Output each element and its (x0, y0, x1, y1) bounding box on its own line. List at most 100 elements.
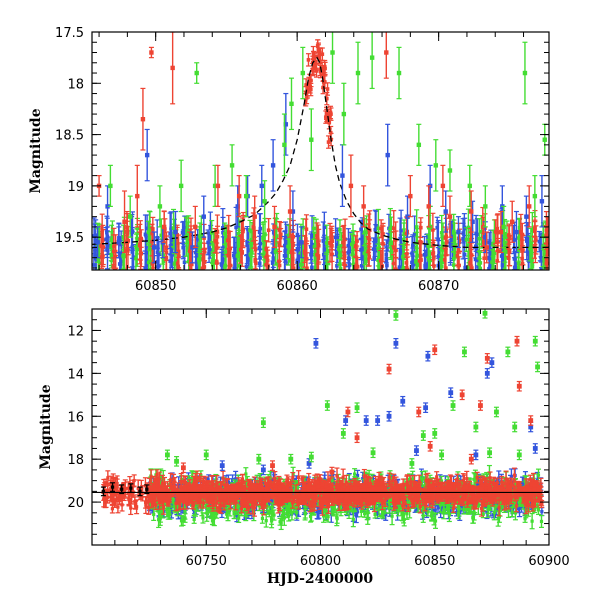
series-point (95, 240, 100, 245)
base-band-point (208, 248, 213, 252)
base-band-point (113, 268, 118, 270)
base-band-point (125, 229, 129, 233)
base-band-point (539, 243, 543, 248)
peak-band-point (306, 58, 311, 62)
base-band-point (168, 231, 172, 236)
base-band-point (520, 256, 524, 261)
base-band-point (541, 234, 546, 238)
base-band-point (487, 266, 491, 270)
y-tick-label: 17.5 (55, 26, 84, 41)
series-point (236, 193, 242, 199)
base-band-point (104, 237, 108, 242)
base-band-point (339, 243, 344, 248)
base-band-point (93, 256, 98, 261)
base-band-point (507, 250, 512, 255)
base-band-point (145, 226, 149, 231)
base-band-point (493, 230, 498, 234)
peak-band-point (328, 130, 333, 135)
base-band-point (373, 227, 378, 232)
series-point (259, 183, 264, 189)
base-band-point (479, 230, 484, 234)
dense-band-point (516, 506, 520, 510)
base-band-point (376, 258, 380, 262)
base-band-point (182, 225, 187, 230)
dense-band-point (226, 481, 230, 485)
base-band-point (239, 247, 243, 252)
peak-band-point (314, 69, 319, 73)
base-band-point (539, 267, 544, 270)
base-band-point (118, 262, 123, 266)
base-band-point (177, 254, 181, 258)
peak-band-point (318, 67, 322, 72)
base-band-point (111, 265, 116, 269)
base-band-point (426, 256, 431, 260)
base-band-point (246, 248, 251, 252)
series-point (501, 224, 506, 230)
base-band-point (287, 233, 291, 238)
base-band-point (97, 232, 102, 237)
base-band-point (148, 259, 153, 264)
base-band-point (285, 242, 289, 247)
series-point (212, 183, 218, 189)
series-point (405, 214, 410, 219)
base-band-point (435, 225, 440, 230)
base-band-point (354, 266, 358, 270)
base-band-point (467, 252, 471, 256)
base-band-point (105, 248, 110, 252)
base-band-point (258, 226, 263, 231)
base-band-point (244, 264, 249, 269)
base-band-point (258, 241, 263, 246)
base-band-point (310, 234, 314, 238)
base-band-point (464, 237, 469, 242)
base-band-point (237, 236, 242, 240)
peak-band-point (325, 96, 329, 101)
base-band-point (517, 233, 522, 238)
base-band-point (309, 252, 313, 257)
series-point (300, 70, 306, 76)
base-band-point (155, 250, 160, 255)
base-band-point (228, 263, 233, 268)
base-band-point (453, 243, 458, 247)
base-band-point (313, 265, 318, 270)
base-band-point (488, 256, 492, 261)
base-band-point (444, 266, 448, 270)
series-point (129, 229, 134, 235)
x-tick-label: 60870 (418, 279, 459, 294)
base-band-point (277, 263, 282, 268)
base-band-point (436, 237, 440, 242)
base-band-point (440, 264, 444, 269)
base-band-point (263, 232, 267, 236)
base-band-point (530, 228, 535, 233)
series-point (498, 229, 504, 235)
series-point (433, 163, 439, 168)
base-band-point (507, 234, 512, 239)
base-band-point (291, 243, 295, 247)
base-band-point (423, 265, 428, 270)
peak-band-point (308, 85, 313, 89)
series-point (170, 65, 175, 71)
base-band-point (245, 243, 250, 247)
base-band-point (533, 247, 538, 252)
series-point (524, 214, 529, 219)
top-panel: 60850 60860 60870 17.5 18 18.5 19 19.5 Magnitud… (28, 26, 550, 294)
base-band-point (384, 252, 389, 257)
series-point (299, 240, 304, 245)
base-band-point (168, 259, 172, 263)
base-band-point (499, 254, 504, 258)
base-band-point (402, 242, 407, 247)
series-point (396, 70, 402, 76)
base-band-point (477, 236, 482, 241)
y-tick-label: 18 (67, 77, 84, 92)
base-band-point (207, 245, 211, 249)
base-band-point (195, 236, 200, 241)
dense-band-point (454, 510, 459, 515)
base-band-point (500, 263, 505, 267)
base-band-point (456, 263, 460, 268)
dense-band-point (375, 511, 379, 516)
base-band-point (478, 261, 483, 265)
base-band-point (427, 267, 432, 270)
series-point (526, 204, 532, 209)
base-band-point (215, 261, 219, 265)
series-point (215, 183, 221, 189)
